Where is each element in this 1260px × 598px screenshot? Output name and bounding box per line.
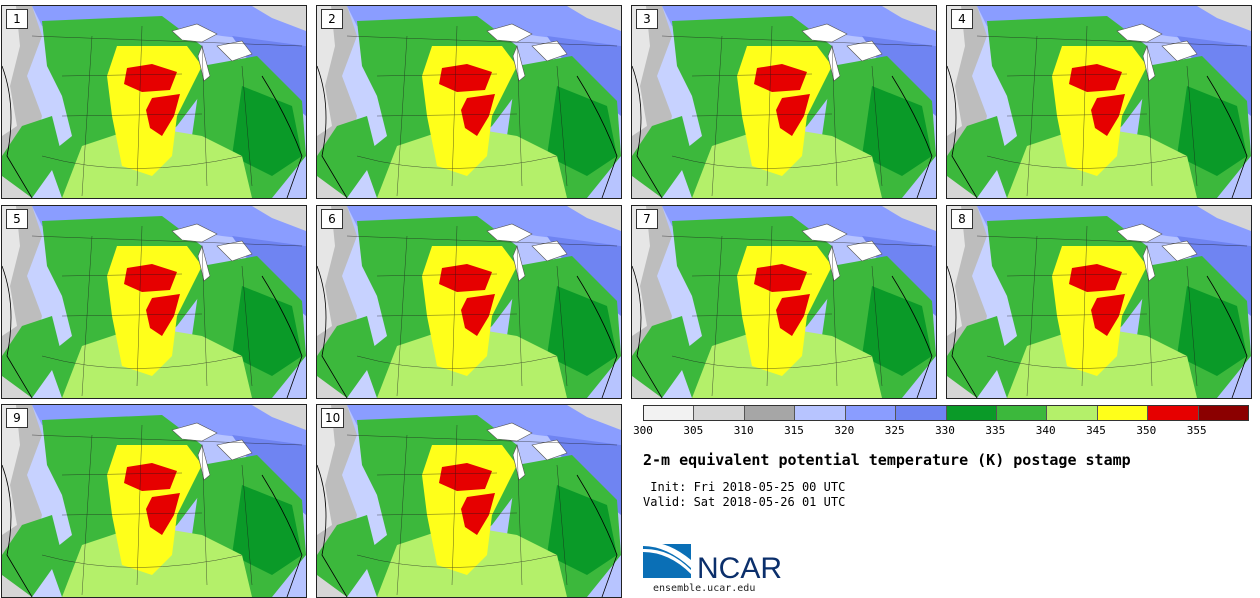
member-stamp-7: 7	[631, 205, 937, 399]
member-map-9	[2, 405, 306, 597]
member-map-1	[2, 6, 306, 198]
website-link[interactable]: ensemble.ucar.edu	[653, 583, 756, 594]
colorbar-segment	[644, 406, 695, 420]
colorbar-tick-label: 350	[1136, 424, 1157, 437]
colorbar-segment	[744, 406, 796, 420]
member-number-label: 9	[6, 408, 28, 428]
member-stamp-5: 5	[1, 205, 307, 399]
colorbar-tick-label: 340	[1035, 424, 1056, 437]
colorbar-segment	[1097, 406, 1149, 420]
colorbar-tick-label: 355	[1186, 424, 1207, 437]
colorbar-segment	[1047, 406, 1098, 420]
member-stamp-9: 9	[1, 404, 307, 598]
colorbar-tick-label: 320	[834, 424, 855, 437]
colorbar-segment	[946, 406, 997, 420]
member-stamp-4: 4	[946, 5, 1252, 199]
member-map-3	[632, 6, 936, 198]
colorbar-segment	[1198, 406, 1249, 420]
colorbar-segment	[694, 406, 745, 420]
member-stamp-6: 6	[316, 205, 622, 399]
colorbar-tick-label: 305	[683, 424, 704, 437]
colorbar-segment	[896, 406, 947, 420]
member-map-7	[632, 206, 936, 398]
member-stamp-3: 3	[631, 5, 937, 199]
member-stamp-2: 2	[316, 5, 622, 199]
colorbar	[643, 405, 1249, 421]
ncar-logo: NCAR	[643, 540, 803, 588]
colorbar-tick-label: 335	[985, 424, 1006, 437]
member-number-label: 4	[951, 9, 973, 29]
valid-time: Valid: Sat 2018-05-26 01 UTC	[643, 495, 846, 509]
member-stamp-1: 1	[1, 5, 307, 199]
member-number-label: 3	[636, 9, 658, 29]
colorbar-tick-label: 345	[1086, 424, 1106, 437]
member-number-label: 1	[6, 9, 28, 29]
colorbar-tick-label: 330	[935, 424, 955, 437]
colorbar-segment	[996, 406, 1048, 420]
init-time: Init: Fri 2018-05-25 00 UTC	[643, 480, 846, 494]
ncar-logo-icon	[643, 541, 691, 578]
colorbar-segment	[795, 406, 846, 420]
member-stamp-8: 8	[946, 205, 1252, 399]
member-number-label: 5	[6, 209, 28, 229]
colorbar-tick-label: 300	[633, 424, 653, 437]
chart-title: 2-m equivalent potential temperature (K)…	[643, 451, 1131, 469]
colorbar-tick-label: 310	[733, 424, 754, 437]
member-map-8	[947, 206, 1251, 398]
member-number-label: 10	[321, 408, 345, 428]
member-number-label: 2	[321, 9, 343, 29]
member-map-4	[947, 6, 1251, 198]
member-map-10	[317, 405, 621, 597]
member-number-label: 6	[321, 209, 343, 229]
member-map-5	[2, 206, 306, 398]
colorbar-tick-label: 325	[884, 424, 905, 437]
colorbar-segment	[1148, 406, 1199, 420]
ncar-logo-text: NCAR	[697, 552, 782, 584]
member-map-2	[317, 6, 621, 198]
member-stamp-10: 10	[316, 404, 622, 598]
member-map-6	[317, 206, 621, 398]
colorbar-tick-label: 315	[784, 424, 804, 437]
colorbar-segment	[845, 406, 897, 420]
member-number-label: 8	[951, 209, 973, 229]
member-number-label: 7	[636, 209, 658, 229]
